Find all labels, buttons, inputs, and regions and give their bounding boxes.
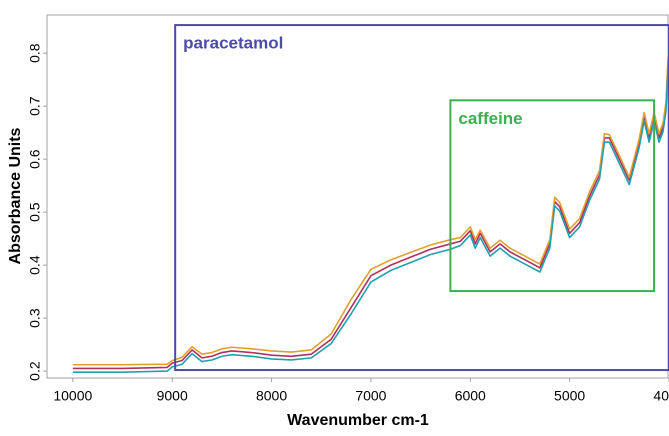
x-tick-label: 4000	[653, 388, 669, 404]
annotation-box	[174, 24, 669, 372]
annotation-label: caffeine	[458, 109, 522, 128]
spectrum-line	[72, 48, 669, 366]
x-tick-label: 9000	[157, 388, 188, 404]
y-tick-label: 0.6	[27, 149, 43, 169]
annotation-box	[449, 99, 656, 293]
plot-frame	[46, 14, 669, 379]
x-tick-label: 8000	[256, 388, 287, 404]
y-tick-label: 0.4	[27, 255, 43, 275]
spectrum-line	[72, 57, 669, 373]
y-tick-label: 0.8	[27, 43, 43, 63]
x-tick-label: 6000	[455, 388, 486, 404]
annotation-label: paracetamol	[183, 34, 283, 53]
x-tick-label: 10000	[53, 388, 92, 404]
lines	[72, 48, 669, 373]
y-tick-label: 0.7	[27, 96, 43, 116]
y-tick-label: 0.5	[27, 202, 43, 222]
spectrum-line	[72, 53, 669, 370]
y-tick-label: 0.3	[27, 308, 43, 328]
x-tick-label: 7000	[355, 388, 386, 404]
y-axis-title: Absorbance Units	[7, 127, 24, 264]
y-tick-label: 0.2	[27, 361, 43, 381]
x-tick-label: 5000	[554, 388, 585, 404]
x-axis-title: Wavenumber cm-1	[287, 412, 429, 429]
